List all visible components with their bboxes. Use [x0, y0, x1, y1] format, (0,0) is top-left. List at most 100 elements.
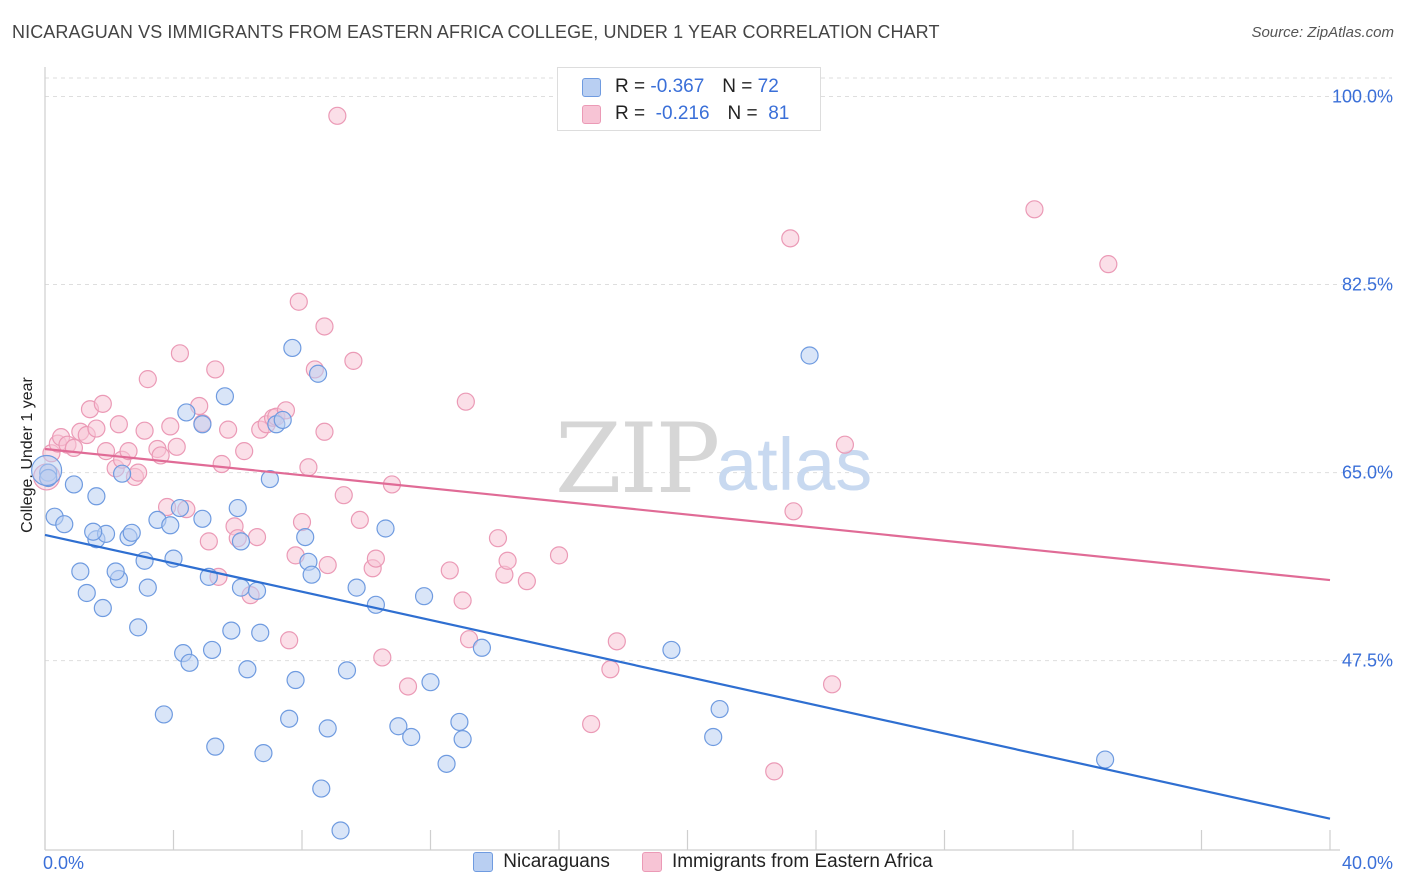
point-nicaraguans	[84, 522, 103, 541]
y-tick-label: 100.0%	[1332, 86, 1393, 106]
point-immigrants	[280, 631, 299, 650]
legend-item-immigrants[interactable]: Immigrants from Eastern Africa	[641, 851, 933, 873]
legend-row-nicaraguans: R = -0.367 N = 72	[582, 74, 779, 100]
point-immigrants	[350, 510, 369, 530]
point-nicaraguans	[1096, 750, 1115, 769]
point-immigrants	[765, 762, 784, 781]
point-nicaraguans	[193, 415, 212, 434]
point-immigrants	[212, 454, 231, 474]
legend-swatch-blue	[473, 852, 494, 872]
point-nicaraguans	[228, 498, 247, 518]
point-immigrants	[1099, 255, 1118, 274]
point-immigrants	[109, 415, 128, 434]
x-tick-label: 40.0%	[1342, 853, 1393, 873]
y-tick-label: 47.5%	[1342, 651, 1393, 671]
point-immigrants	[373, 648, 392, 667]
watermark-zip: ZIP	[555, 403, 718, 515]
point-immigrants	[161, 417, 180, 436]
point-nicaraguans	[366, 595, 385, 614]
series-legend: Nicaraguans Immigrants from Eastern Afri…	[0, 851, 1406, 873]
point-nicaraguans	[280, 709, 299, 728]
point-nicaraguans	[93, 598, 112, 618]
point-nicaraguans	[177, 403, 196, 422]
point-nicaraguans	[251, 623, 270, 642]
point-nicaraguans	[55, 515, 74, 534]
point-immigrants	[138, 370, 157, 389]
point-immigrants	[1025, 200, 1044, 219]
point-nicaraguans	[402, 727, 421, 747]
x-tick-label: 0.0%	[43, 853, 84, 873]
legend-n-label: N =	[722, 76, 753, 97]
point-immigrants	[315, 422, 334, 441]
point-immigrants	[781, 229, 800, 248]
y-tick-label: 65.0%	[1342, 463, 1393, 483]
point-immigrants	[292, 512, 312, 532]
point-immigrants	[582, 714, 601, 734]
point-nicaraguans	[389, 717, 408, 736]
point-nicaraguans	[308, 364, 328, 383]
trend-line-immigrants	[44, 447, 1331, 582]
point-nicaraguans	[302, 565, 321, 584]
point-immigrants	[549, 546, 569, 565]
point-immigrants	[328, 106, 347, 125]
point-immigrants	[119, 442, 138, 461]
source-label: Source: ZipAtlas.com	[1251, 24, 1394, 41]
legend-n-label: N =	[727, 103, 758, 124]
point-nicaraguans	[238, 660, 257, 679]
point-immigrants	[64, 438, 84, 458]
point-nicaraguans	[376, 519, 395, 538]
point-immigrants	[334, 486, 353, 505]
point-nicaraguans	[437, 754, 456, 773]
trend-lines	[44, 447, 1331, 820]
point-nicaraguans	[112, 464, 132, 483]
legend-r-label: R =	[615, 76, 646, 97]
point-nicaraguans	[286, 670, 305, 690]
legend-n-value: 81	[768, 103, 790, 124]
point-nicaraguans	[231, 532, 251, 551]
y-tick-label: 82.5%	[1342, 275, 1393, 295]
legend-n-value: 72	[757, 76, 779, 97]
point-immigrants	[135, 421, 154, 440]
point-nicaraguans	[273, 410, 292, 430]
point-nicaraguans	[170, 498, 190, 518]
point-nicaraguans	[450, 712, 469, 732]
chart-title: NICARAGUAN VS IMMIGRANTS FROM EASTERN AF…	[12, 22, 940, 42]
point-nicaraguans	[180, 653, 199, 672]
point-immigrants	[206, 360, 225, 379]
series-nicaraguans	[31, 338, 1115, 840]
point-nicaraguans	[64, 475, 84, 494]
point-immigrants	[784, 502, 803, 521]
point-nicaraguans	[87, 487, 106, 506]
point-nicaraguans	[215, 387, 234, 406]
point-nicaraguans	[122, 523, 141, 542]
point-immigrants	[601, 660, 620, 679]
point-nicaraguans	[283, 338, 302, 358]
point-nicaraguans	[193, 509, 212, 528]
point-nicaraguans	[77, 583, 96, 603]
watermark-atlas: atlas	[716, 423, 872, 506]
point-immigrants	[235, 442, 254, 461]
legend-label-nicaraguans: Nicaraguans	[503, 851, 610, 872]
legend-swatch-pink	[582, 104, 601, 124]
point-immigrants	[607, 632, 626, 651]
gridlines	[45, 77, 1392, 662]
point-immigrants	[170, 344, 190, 363]
watermark: ZIP atlas	[555, 403, 872, 515]
point-nicaraguans	[472, 638, 491, 657]
point-nicaraguans	[161, 516, 180, 535]
point-nicaraguans	[347, 578, 366, 597]
point-immigrants	[498, 551, 517, 570]
legend-item-nicaraguans[interactable]: Nicaraguans	[473, 851, 610, 873]
legend-label-immigrants: Immigrants from Eastern Africa	[671, 851, 933, 872]
point-immigrants	[167, 437, 186, 456]
point-nicaraguans	[318, 719, 337, 738]
point-immigrants	[315, 317, 334, 336]
legend-swatch-pink	[641, 852, 662, 872]
point-nicaraguans	[231, 578, 251, 597]
point-nicaraguans	[800, 346, 819, 365]
point-nicaraguans	[453, 730, 472, 749]
point-immigrants	[344, 351, 363, 370]
point-immigrants	[87, 419, 106, 438]
tick-labels: 47.5% 65.0% 82.5% 100.0% 0.0% 40.0%	[43, 86, 1393, 873]
point-nicaraguans	[202, 640, 222, 660]
